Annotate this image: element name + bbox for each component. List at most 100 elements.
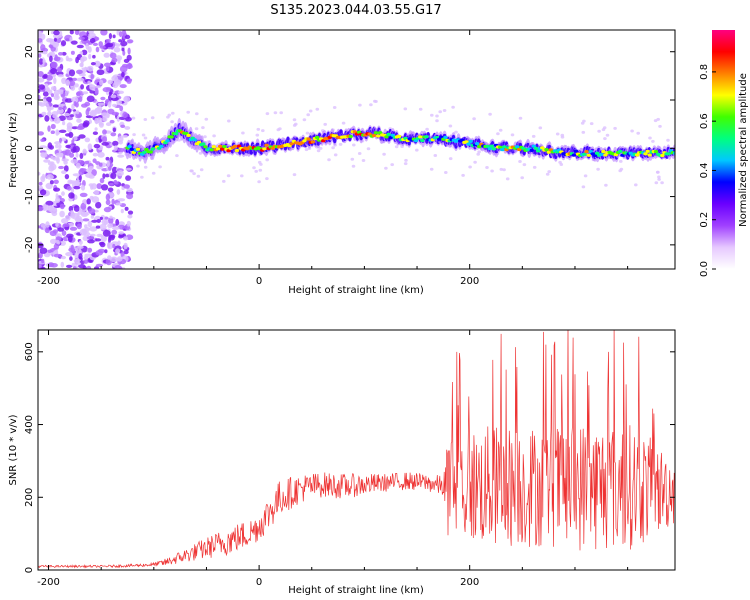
noise-cell (49, 55, 53, 63)
x-tick-label: -200 (37, 577, 60, 588)
noise-cell (76, 118, 82, 123)
noise-cell (65, 79, 70, 86)
scatter-cell (435, 119, 439, 123)
noise-cell (66, 185, 72, 191)
noise-cell (94, 61, 101, 67)
scatter-cell (485, 166, 489, 169)
scatter-cell (666, 138, 670, 142)
spectrogram-frame (37, 29, 676, 270)
ridge-core (264, 143, 269, 147)
scatter-cell (660, 181, 664, 185)
noise-cell (109, 119, 115, 124)
ridge-core (586, 153, 591, 157)
noise-cell (38, 84, 45, 90)
noise-cell (124, 126, 131, 130)
noise-cell (112, 226, 120, 230)
scatter-cell (265, 158, 270, 162)
colorbar-tick-label: 0.6 (699, 113, 710, 129)
scatter-cell (545, 172, 550, 176)
noise-cell (87, 239, 95, 244)
noise-cell (50, 238, 57, 244)
noise-cell (127, 47, 131, 55)
noise-cell (121, 47, 125, 52)
noise-cell (44, 227, 50, 234)
noise-cell (103, 62, 111, 67)
noise-cell (76, 44, 84, 49)
ridge-core (529, 148, 534, 152)
noise-cell (55, 239, 60, 244)
noise-cell (50, 61, 58, 69)
spectrogram-axes: -200 0 200 -20 -10 0 10 20 (24, 30, 675, 287)
scatter-cell (292, 123, 297, 127)
noise-cell (90, 73, 94, 80)
noise-cell (49, 180, 54, 185)
scatter-cell (315, 107, 320, 111)
colorbar-tick-label: 0.4 (699, 162, 710, 178)
scatter-cell (241, 131, 245, 135)
noise-cell (50, 207, 58, 215)
ridge-core (378, 131, 383, 135)
scatter-cell (583, 174, 588, 178)
scatter-cell (454, 130, 458, 134)
ridge-core (142, 150, 147, 154)
scatter-cell (170, 120, 174, 124)
ridge-core (420, 138, 425, 143)
scatter-cell (196, 174, 201, 178)
noise-cell (100, 96, 106, 101)
noise-cell (74, 262, 82, 266)
scatter-cell (131, 116, 136, 120)
noise-cell (124, 206, 129, 211)
noise-cell (75, 110, 80, 115)
scatter-cell (547, 170, 551, 174)
scatter-cell (589, 122, 594, 126)
scatter-cell (204, 117, 209, 121)
noise-cell (86, 65, 94, 72)
noise-cell (47, 249, 52, 253)
noise-cell (61, 191, 65, 196)
scatter-cell (195, 112, 199, 116)
noise-cell (82, 122, 89, 128)
noise-cell (50, 155, 54, 160)
scatter-cell (448, 124, 453, 128)
noise-cell (49, 145, 54, 150)
ridge-core (413, 139, 419, 143)
scatter-cell (199, 168, 204, 172)
noise-cell (118, 140, 123, 145)
noise-cell (38, 171, 41, 176)
noise-cell (43, 204, 50, 211)
noise-cell (107, 217, 114, 225)
noise-cell (95, 46, 100, 53)
noise-cell (123, 236, 128, 241)
ridge-core (487, 147, 492, 151)
ridge-core (203, 145, 208, 149)
ridge-core (599, 152, 604, 156)
noise-cell (53, 117, 61, 124)
noise-cell (38, 94, 41, 100)
noise-cell (96, 183, 102, 190)
noise-cell (82, 91, 89, 95)
noise-cell (38, 58, 44, 65)
noise-cell (119, 105, 124, 112)
scatter-cell (634, 183, 638, 187)
noise-cell (54, 54, 58, 61)
noise-cell (38, 71, 44, 77)
noise-cell (45, 200, 54, 206)
noise-cell (61, 170, 67, 175)
ridge-core (371, 133, 377, 138)
ridge-core (144, 147, 149, 152)
noise-cell (89, 226, 98, 232)
noise-cell (91, 219, 98, 223)
noise-cell (58, 106, 62, 110)
noise-cell (78, 253, 83, 260)
noise-cell (64, 174, 70, 180)
noise-cell (107, 79, 114, 85)
scatter-cell (358, 103, 362, 107)
noise-cell (122, 134, 128, 138)
scatter-cell (198, 151, 203, 155)
noise-cell (69, 256, 73, 261)
noise-cell (50, 68, 58, 75)
noise-cell (85, 42, 89, 50)
scatter-cell (192, 172, 196, 176)
ridge-core (653, 150, 659, 154)
noise-cell (64, 112, 71, 117)
